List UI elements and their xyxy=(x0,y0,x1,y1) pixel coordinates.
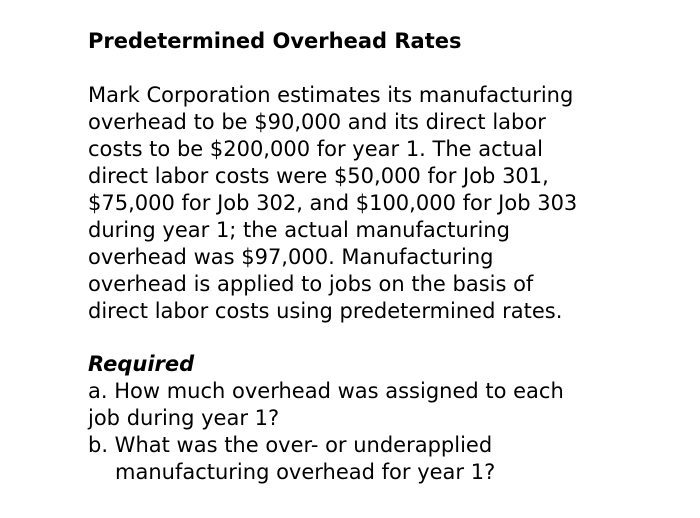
paragraph-line: Mark Corporation estimates its manufactu… xyxy=(88,83,574,107)
question-b: b. What was the over- or underapplied ma… xyxy=(88,432,688,486)
paragraph-line: $75,000 for Job 302, and $100,000 for Jo… xyxy=(88,191,578,215)
question-a-line-2: job during year 1? xyxy=(88,406,280,430)
question-a: a. How much overhead was assigned to eac… xyxy=(88,378,688,432)
paragraph-line: overhead to be $90,000 and its direct la… xyxy=(88,110,546,134)
document-title: Predetermined Overhead Rates xyxy=(88,29,462,53)
paragraph-line: overhead is applied to jobs on the basis… xyxy=(88,272,534,296)
question-a-line-1: a. How much overhead was assigned to eac… xyxy=(88,379,564,403)
paragraph-line: costs to be $200,000 for year 1. The act… xyxy=(88,137,543,161)
question-b-line-1: b. What was the over- or underapplied xyxy=(88,433,493,457)
paragraph-line: overhead was $97,000. Manufacturing xyxy=(88,245,494,269)
required-heading: Required xyxy=(88,352,195,376)
paragraph-line: during year 1; the actual manufacturing xyxy=(88,218,510,242)
question-b-line-2: manufacturing overhead for year 1? xyxy=(115,460,496,484)
problem-paragraph: Mark Corporation estimates its manufactu… xyxy=(88,82,688,325)
paragraph-line: direct labor costs were $50,000 for Job … xyxy=(88,164,549,188)
document-page: Predetermined Overhead Rates Mark Corpor… xyxy=(88,26,688,486)
paragraph-line: direct labor costs using predetermined r… xyxy=(88,299,563,323)
